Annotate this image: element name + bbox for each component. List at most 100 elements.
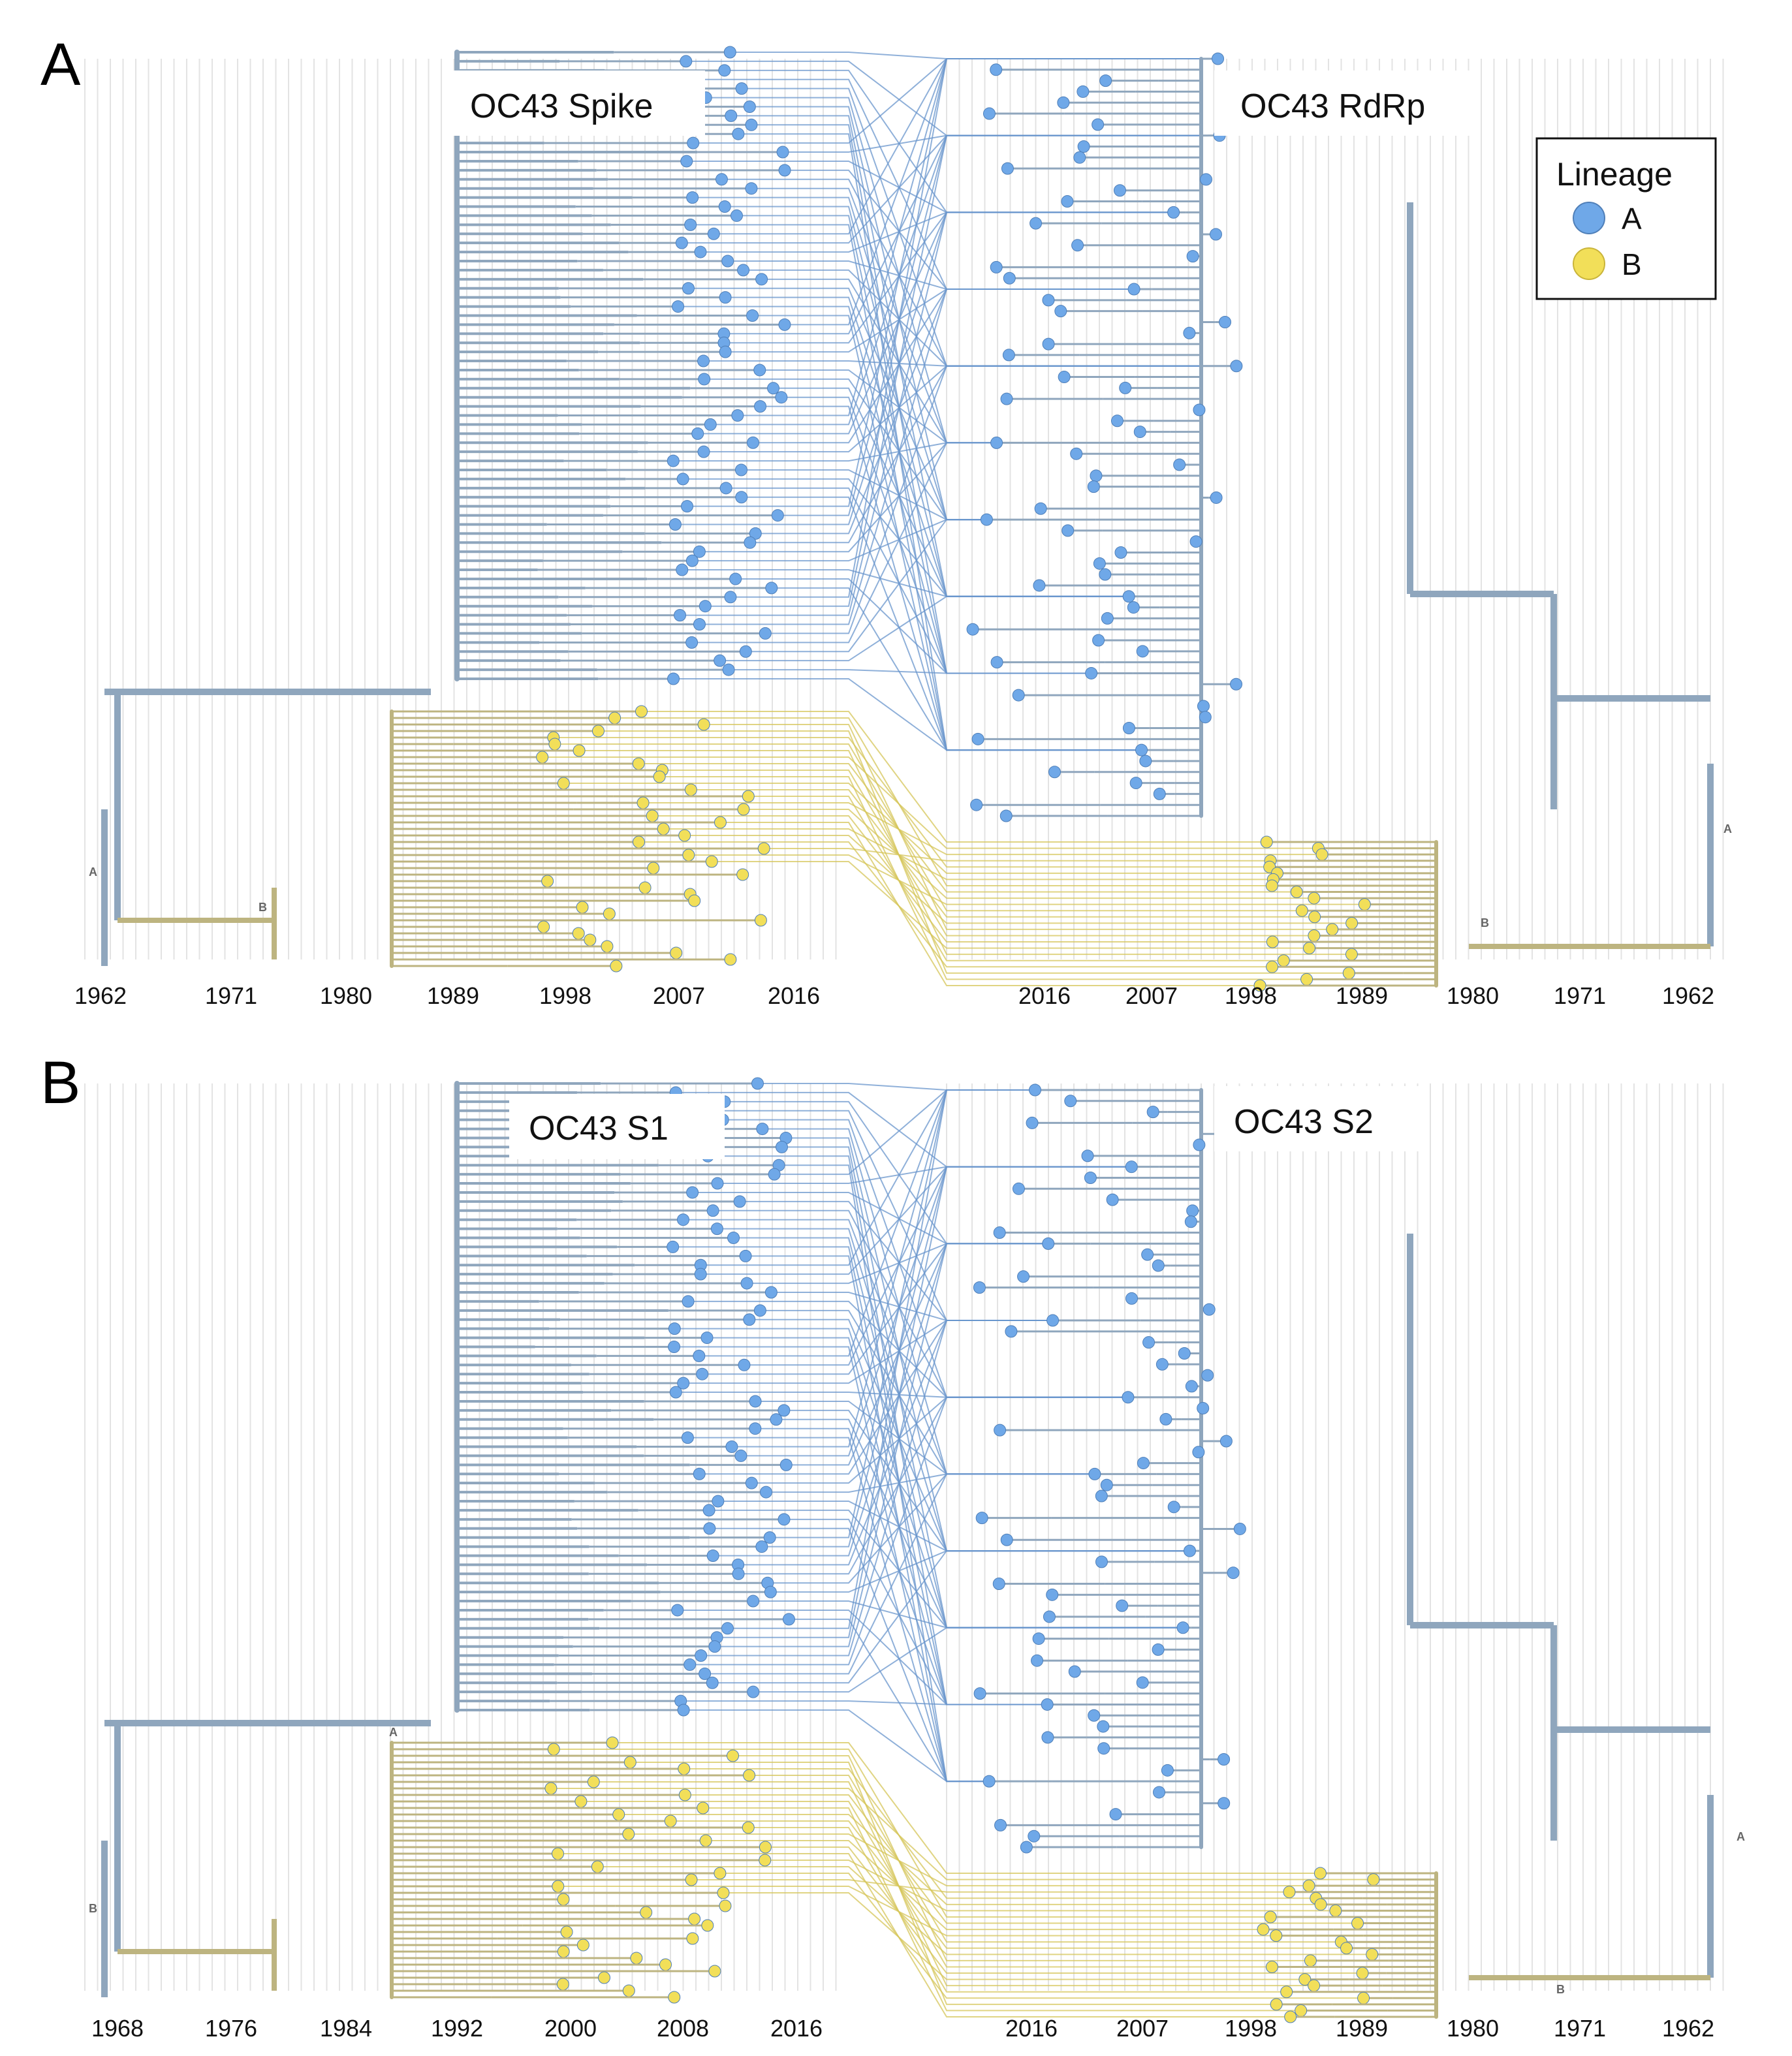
tip-marker <box>1209 228 1222 241</box>
tick-label: 1980 <box>320 982 372 1009</box>
tanglegram-link <box>757 1083 1035 1091</box>
tip-marker <box>1167 206 1180 219</box>
tanglegram-link <box>628 1833 1310 1887</box>
clade-label: A <box>89 865 97 879</box>
tip-marker <box>992 1578 1005 1591</box>
tip-marker <box>1084 1171 1097 1184</box>
tip-marker <box>1358 898 1371 911</box>
tip-marker <box>1277 954 1290 967</box>
tick-label: 1998 <box>1225 2015 1277 2042</box>
tip-marker <box>676 473 689 486</box>
tanglegram-link <box>680 211 1174 616</box>
tanglegram-link <box>702 1807 1301 2012</box>
tip-marker <box>1152 1259 1165 1272</box>
tip-marker <box>708 1965 721 1978</box>
legend-marker-a <box>1573 202 1605 234</box>
tip-marker <box>668 518 682 531</box>
tip-marker <box>693 545 706 558</box>
tanglegram-link <box>677 1609 1048 1706</box>
tip-marker <box>557 777 570 790</box>
tip-marker <box>723 46 736 59</box>
tip-marker <box>1264 1910 1277 1924</box>
clade-label: B <box>1481 916 1489 929</box>
tip-marker <box>754 400 767 413</box>
tip-marker <box>1116 1599 1129 1612</box>
tip-marker <box>1290 886 1303 899</box>
tip-marker <box>756 1123 769 1136</box>
tanglegram-link <box>717 1501 1190 1552</box>
tip-marker <box>1005 1325 1018 1338</box>
tip-marker <box>1197 1402 1210 1415</box>
tip-marker <box>704 418 717 431</box>
tip-marker <box>1308 1979 1321 1992</box>
tip-marker <box>1270 1998 1283 2011</box>
tip-marker <box>1136 645 1149 658</box>
clade-label: B <box>259 901 267 914</box>
tick-label: 1971 <box>1554 2015 1606 2042</box>
tip-marker <box>1253 979 1266 992</box>
tip-marker <box>685 636 699 649</box>
tip-marker <box>1002 349 1015 362</box>
panel-a-left-title: OC43 Spike <box>470 87 653 125</box>
tip-marker <box>1046 1314 1060 1327</box>
tip-marker <box>715 173 728 186</box>
tip-marker <box>990 436 1003 449</box>
tip-marker <box>622 1984 635 1997</box>
tip-marker <box>721 1622 734 1635</box>
tip-marker <box>1302 1879 1315 1892</box>
tip-marker <box>699 600 712 613</box>
tip-marker <box>757 842 770 855</box>
tip-marker <box>606 1736 619 1749</box>
tip-marker <box>576 1939 589 1952</box>
tip-marker <box>697 445 710 458</box>
tip-marker <box>971 732 984 745</box>
tanglegram-link <box>765 365 1236 634</box>
panel-b-right-axis: 2016 2007 1998 1989 1980 1971 1962 <box>1005 2015 1714 2042</box>
tip-marker <box>1351 1917 1364 1930</box>
tip-marker <box>1260 835 1273 849</box>
tip-marker <box>749 1395 762 1408</box>
tip-marker <box>714 1867 727 1880</box>
tip-marker <box>1230 678 1243 691</box>
tip-marker <box>1092 634 1105 647</box>
tick-label: 2016 <box>770 2015 823 2042</box>
tip-marker <box>706 1204 719 1217</box>
tip-marker <box>1304 1954 1317 1967</box>
tip-marker <box>1057 96 1070 109</box>
tip-marker <box>1197 700 1210 713</box>
tip-marker <box>1153 787 1166 800</box>
panel-a-right-axis: 2016 2007 1998 1989 1980 1971 1962 <box>1018 982 1714 1009</box>
tip-marker <box>608 711 621 724</box>
tip-marker <box>994 1818 1007 1831</box>
tick-label: 2016 <box>1005 2015 1058 2042</box>
tick-label: 1962 <box>74 982 127 1009</box>
tanglegram-link <box>749 1318 1190 1552</box>
tip-marker <box>982 107 996 120</box>
tip-marker <box>695 1649 708 1662</box>
legend-title: Lineage <box>1556 156 1673 193</box>
tip-marker <box>744 536 757 549</box>
tip-marker <box>674 609 687 622</box>
tip-marker <box>1043 1610 1056 1623</box>
tip-marker <box>1183 326 1196 339</box>
tick-label: 1980 <box>1447 2015 1499 2042</box>
tanglegram-link <box>641 711 1267 843</box>
tip-marker <box>601 940 614 953</box>
tanglegram-link <box>733 1237 1184 1628</box>
tip-marker <box>1087 480 1100 493</box>
tip-marker <box>638 881 652 894</box>
tip-marker <box>1340 1942 1353 1955</box>
tip-marker <box>970 798 983 811</box>
tip-marker <box>670 946 683 959</box>
tanglegram-link <box>643 802 1323 856</box>
tip-marker <box>980 513 993 526</box>
clade-label: A <box>389 1726 398 1739</box>
tip-marker <box>1192 1446 1205 1459</box>
tip-marker <box>727 1232 740 1245</box>
tip-marker <box>1125 1160 1138 1174</box>
tip-marker <box>1097 1742 1110 1755</box>
tip-marker <box>1100 1478 1113 1491</box>
tip-marker <box>1031 1654 1044 1667</box>
tip-marker <box>687 136 700 149</box>
tip-marker <box>1270 1929 1283 1942</box>
